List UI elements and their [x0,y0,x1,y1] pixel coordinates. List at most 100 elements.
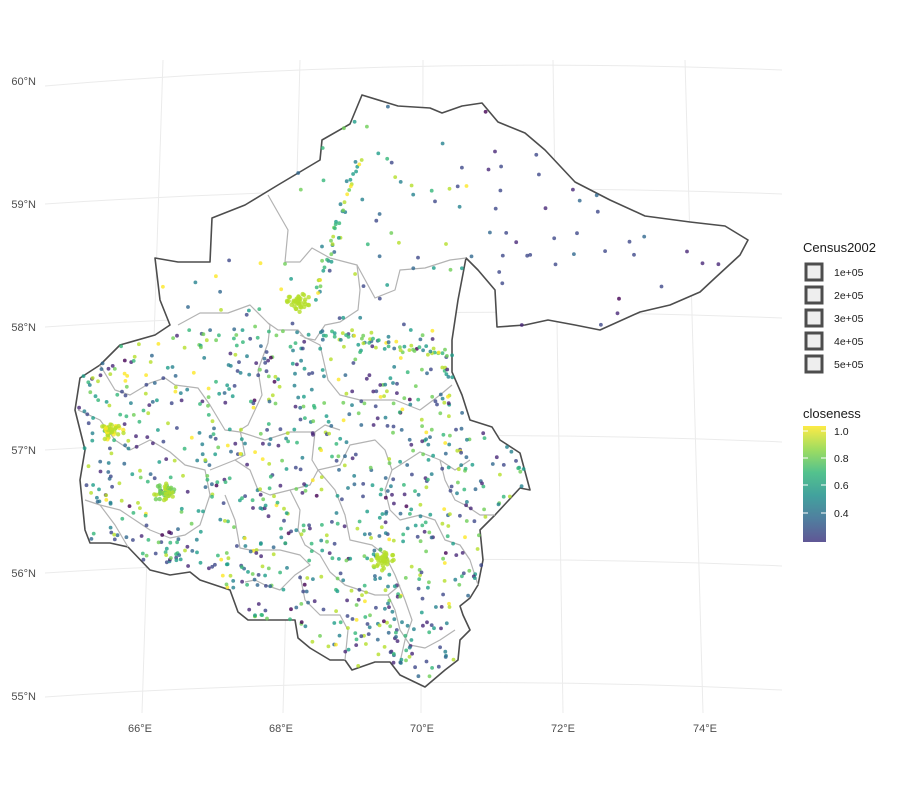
settlement-point [202,356,207,360]
settlement-point [424,437,428,442]
settlement-point [420,439,425,444]
settlement-point [398,356,403,360]
settlement-point [443,441,448,445]
settlement-point [514,459,518,463]
settlement-point [516,466,521,471]
settlement-point [430,328,435,333]
settlement-point [409,183,414,188]
settlement-point [115,392,120,397]
settlement-point [428,435,432,439]
settlement-point [383,606,387,611]
settlement-point [213,562,217,567]
settlement-point [336,454,341,459]
settlement-point [368,465,373,470]
settlement-point [91,416,95,420]
settlement-point [307,372,311,376]
settlement-point [357,519,362,524]
settlement-point [360,593,364,597]
settlement-point [443,451,448,456]
settlement-point [283,541,288,545]
settlement-point [446,394,450,399]
settlement-point [443,347,447,352]
settlement-point [334,642,338,647]
settlement-point [223,519,227,523]
settlement-point [120,389,124,394]
settlement-point [251,405,256,410]
settlement-point [427,580,431,585]
settlement-point [196,509,201,513]
lat-label-55n: 55°N [11,691,36,703]
settlement-point [335,494,340,498]
settlement-point [134,444,139,449]
settlement-point [160,533,165,537]
settlement-point [483,515,488,519]
settlement-point [234,343,239,348]
settlement-point [352,119,357,124]
settlement-point [324,333,328,338]
settlement-point [438,392,443,397]
settlement-point [272,494,276,499]
settlement-point [203,485,208,489]
settlement-point [289,277,293,281]
legend-census-label-1: 1e+05 [834,267,864,279]
settlement-point [306,332,311,337]
settlement-point [296,171,301,175]
settlement-point [388,650,393,655]
settlement-point [482,507,486,512]
settlement-point [122,371,127,376]
settlement-point [109,429,115,435]
settlement-point [398,511,403,516]
settlement-point [185,387,190,392]
district-border-south-4 [299,574,349,661]
settlement-point [112,532,117,537]
settlement-point [393,175,398,180]
settlement-point [206,403,210,408]
settlement-point [306,295,311,300]
settlement-point [391,477,396,482]
settlement-point [320,368,325,372]
settlement-point [552,236,557,241]
settlement-point [428,349,433,354]
settlement-point [122,358,127,363]
settlement-point [153,497,159,502]
settlement-point [253,324,257,329]
settlement-point [319,487,324,492]
settlement-point [308,526,312,531]
settlement-point [376,652,381,657]
settlement-point [395,639,400,643]
settlement-point [210,564,215,569]
settlement-point [493,149,497,154]
settlement-point [261,441,265,446]
settlement-point [273,374,278,379]
settlement-point [258,261,263,266]
settlement-point [161,439,166,444]
settlement-point [303,488,308,493]
settlement-point [293,341,298,345]
settlement-point [270,393,275,398]
settlement-point [407,348,412,352]
settlement-point [446,524,451,528]
settlement-point [627,239,632,244]
settlement-point [179,398,184,403]
settlement-point [443,551,448,555]
settlement-point [143,513,148,518]
settlement-point [82,409,87,414]
settlement-point [398,345,402,349]
settlement-point [97,487,101,492]
settlement-point [108,446,112,451]
settlement-point [91,531,96,536]
settlement-point [301,523,306,528]
settlement-point [311,419,316,424]
settlement-point [444,621,449,626]
settlement-point [341,418,346,423]
settlement-point [490,462,495,466]
settlement-point [387,457,392,461]
settlement-point [346,335,351,339]
settlement-point [534,152,539,157]
settlement-point [368,613,372,618]
settlement-point [594,193,599,198]
settlement-point [210,494,214,499]
settlement-point [337,633,342,638]
settlement-point [472,519,477,524]
settlement-point [571,187,575,192]
